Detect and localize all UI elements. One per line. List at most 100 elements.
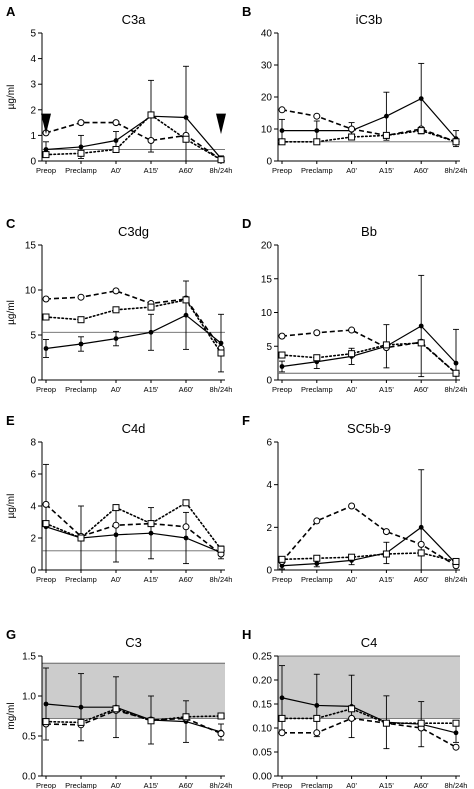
x-tick-label: Preop — [36, 385, 56, 394]
data-point — [183, 115, 189, 120]
data-point — [348, 714, 356, 722]
data-point — [113, 336, 119, 341]
data-point — [112, 145, 120, 153]
y-tick-label: 20 — [261, 93, 273, 104]
x-tick-label: Preop — [272, 385, 292, 394]
data-point — [218, 340, 224, 346]
y-tick-label: 0.00 — [253, 772, 273, 783]
y-tick-label: 0 — [266, 157, 272, 168]
data-point — [348, 133, 356, 141]
data-point — [313, 138, 321, 146]
x-tick-label: Preclamp — [301, 166, 333, 175]
data-point — [147, 520, 155, 528]
x-tick-label: Preop — [36, 781, 56, 789]
data-point — [77, 316, 85, 324]
data-point — [112, 705, 120, 713]
y-tick-label: 3 — [30, 80, 36, 91]
y-tick-label: 5 — [30, 331, 36, 342]
series-dotted — [42, 296, 225, 357]
series-solid — [43, 65, 224, 161]
y-tick-label: 0.05 — [253, 748, 273, 759]
panel-title: C4 — [361, 635, 378, 650]
x-tick-label: Preclamp — [65, 166, 97, 175]
data-point — [148, 530, 154, 536]
x-tick-label: Preclamp — [65, 575, 97, 584]
y-tick-label: 0.0 — [22, 772, 36, 783]
series-line — [45, 709, 222, 735]
y-axis-label: µg/ml — [6, 300, 17, 325]
data-point — [417, 719, 425, 727]
y-tick-label: 2 — [30, 534, 36, 545]
x-tick-label: A60' — [179, 575, 194, 584]
x-tick-label: 8h/24h — [210, 575, 233, 584]
data-point — [418, 96, 424, 101]
panel-title: Bb — [361, 224, 377, 239]
series-dashed — [278, 106, 460, 146]
x-tick-label: A15' — [144, 385, 159, 394]
data-point — [313, 729, 321, 737]
data-point — [314, 128, 320, 134]
panel-letter: H — [242, 627, 251, 642]
x-tick-label: A60' — [414, 781, 429, 789]
data-point — [279, 695, 285, 701]
y-tick-label: 20 — [261, 241, 273, 252]
y-axis-label: µg/ml — [6, 494, 17, 519]
x-tick-label: A60' — [414, 575, 429, 584]
data-point — [452, 719, 460, 727]
panel-letter: A — [6, 4, 16, 19]
series-line — [281, 707, 457, 725]
data-point — [279, 364, 285, 369]
data-point — [77, 293, 85, 301]
y-tick-label: 10 — [25, 286, 37, 297]
x-tick-label: A0' — [111, 166, 122, 175]
data-point — [348, 705, 356, 713]
data-point — [182, 296, 190, 304]
panel-d: 0 5 10 15 20 Preop Preclamp A0' A15' A60' 8h/24h D B… — [242, 216, 467, 394]
series-line — [45, 703, 222, 733]
x-tick-label: A0' — [111, 781, 122, 789]
x-tick-label: 8h/24h — [210, 385, 233, 394]
data-point — [43, 346, 49, 351]
series-dashed — [42, 500, 225, 558]
data-point — [42, 718, 50, 726]
series-line — [45, 113, 222, 161]
panel-title: C4d — [122, 421, 146, 436]
data-point — [42, 520, 50, 528]
data-point — [348, 502, 356, 510]
x-tick-label: 8h/24h — [445, 781, 468, 789]
series-line — [45, 299, 222, 354]
series-line — [281, 526, 457, 567]
y-axis-label: µg/ml — [6, 85, 17, 110]
y-tick-label: 5 — [266, 342, 272, 353]
data-point — [314, 561, 320, 566]
series-line — [281, 109, 457, 143]
y-tick-label: 1 — [30, 131, 36, 142]
data-point — [42, 151, 50, 159]
y-tick-label: 0 — [266, 376, 272, 387]
series-line — [45, 314, 222, 350]
x-tick-label: 8h/24h — [210, 781, 233, 789]
x-tick-label: Preop — [36, 166, 56, 175]
y-tick-label: 15 — [25, 241, 37, 252]
series-solid — [43, 280, 224, 373]
x-tick-label: Preclamp — [301, 781, 333, 789]
data-point — [43, 147, 49, 152]
panel-e: 0 2 4 6 8 Preop Preclamp A0' A15' A60' 8h/24h E C4d µ… — [6, 413, 232, 584]
panel-letter: G — [6, 627, 16, 642]
series-solid — [279, 274, 459, 380]
x-tick-label: A60' — [179, 385, 194, 394]
panel-title: SC5b-9 — [347, 421, 391, 436]
data-point — [382, 719, 390, 727]
y-tick-label: 2 — [30, 105, 36, 116]
data-point — [313, 354, 321, 362]
data-point — [278, 332, 286, 340]
panel-letter: D — [242, 216, 251, 231]
y-tick-label: 0 — [266, 566, 272, 577]
y-tick-label: 4 — [30, 54, 36, 65]
data-point — [147, 111, 155, 119]
data-point — [279, 128, 285, 134]
y-tick-label: 0.15 — [253, 700, 273, 711]
data-point — [147, 137, 155, 145]
panel-f: 0 2 4 6 Preop Preclamp A0' A15' A60' 8h/24h F SC5b-… — [242, 413, 467, 584]
x-tick-label: A60' — [414, 385, 429, 394]
